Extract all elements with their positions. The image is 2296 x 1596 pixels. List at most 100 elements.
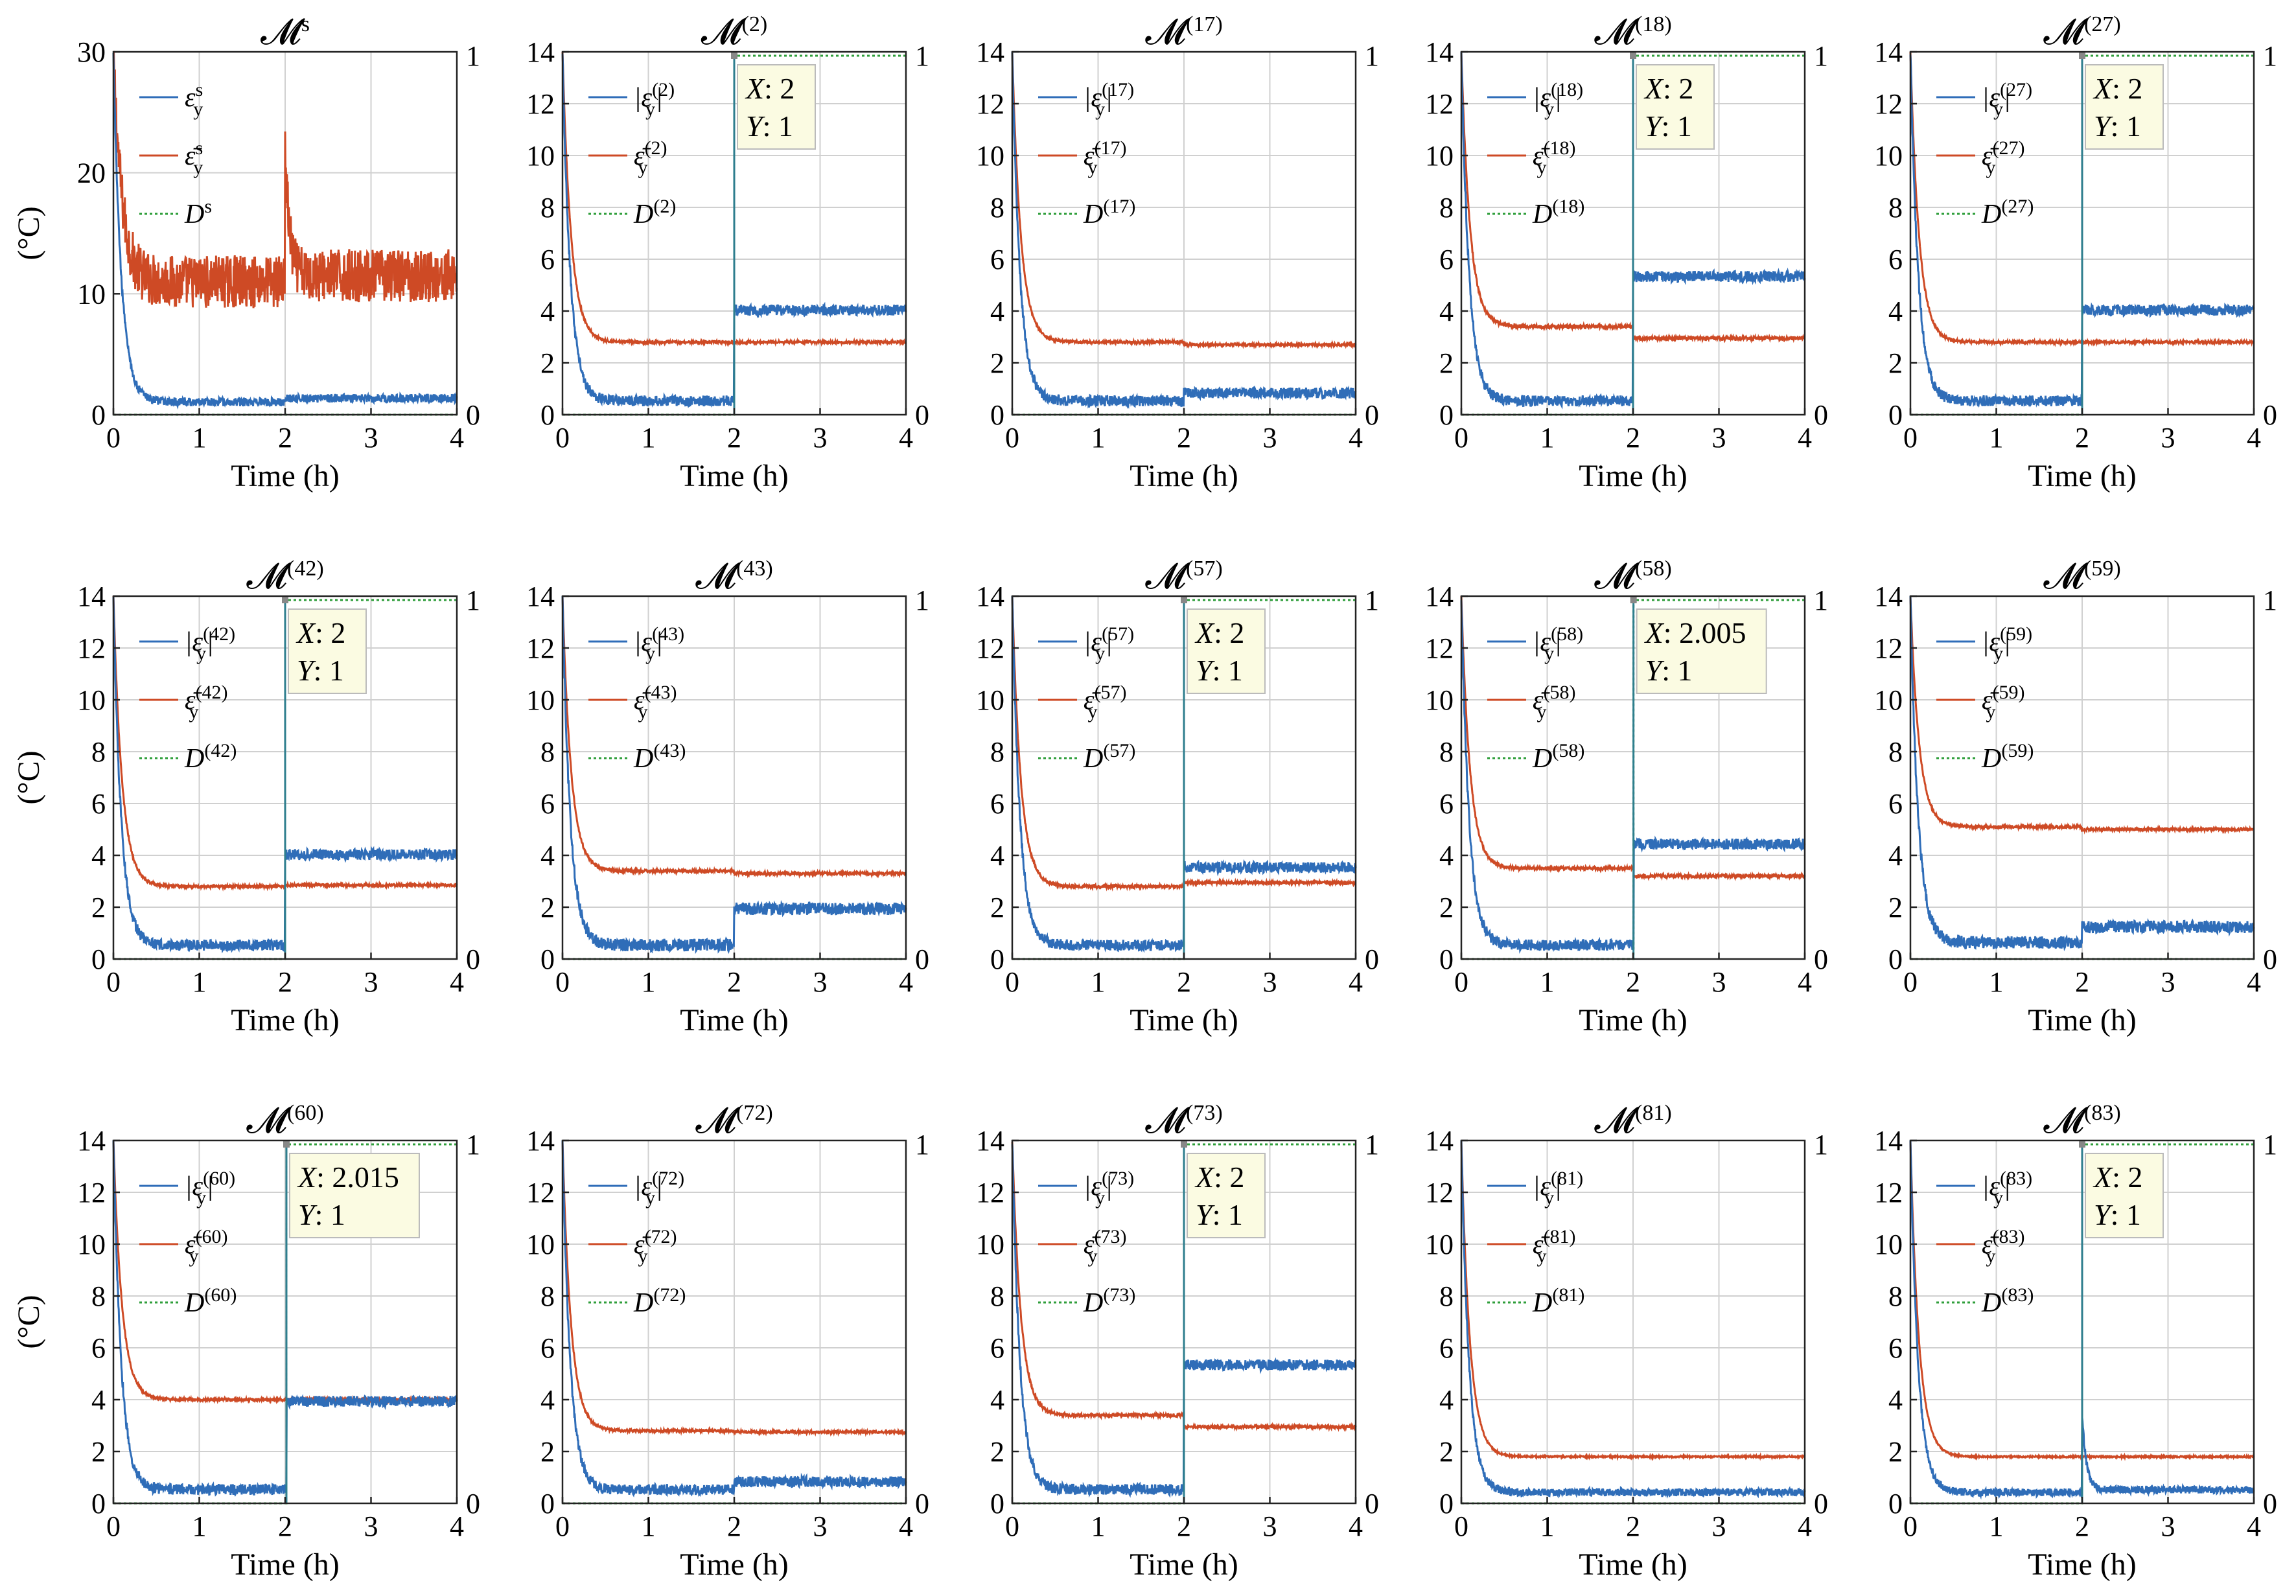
x-axis-label: Time (h) (2028, 1547, 2137, 1582)
datatip-x: X: 2.015 (297, 1161, 399, 1194)
y-tick-label: 10 (976, 684, 1004, 716)
y-tick-label: 14 (976, 581, 1004, 612)
y-tick-label: 20 (77, 157, 106, 189)
panel-title-main: 𝓜 (1594, 557, 1639, 597)
datatip-marker (1630, 597, 1637, 603)
y-tick-label: 8 (1888, 736, 1903, 768)
y-tick-label: 10 (1874, 684, 1903, 716)
legend-label: D(17) (1083, 196, 1135, 229)
y-tick-label: 0 (990, 943, 1004, 975)
x-axis-label: Time (h) (1130, 1547, 1238, 1582)
y-axis-label: (°C) (12, 1295, 46, 1348)
x-tick-label: 3 (1263, 966, 1277, 998)
datatip-y: Y: 1 (298, 1198, 345, 1231)
x-tick-label: 4 (899, 966, 913, 998)
datatip-y: Y: 1 (1196, 654, 1243, 687)
y2-tick-label: 1 (1814, 584, 1828, 616)
x-tick-label: 0 (106, 966, 121, 998)
x-axis-label: Time (h) (680, 459, 789, 493)
y-tick-label: 8 (540, 736, 555, 768)
legend-label: |ε(81) y| (1533, 1168, 1583, 1209)
y-tick-label: 6 (540, 1332, 555, 1364)
y-tick-label: 2 (1439, 1436, 1454, 1468)
x-tick-label: 3 (813, 966, 828, 998)
datatip-box (1187, 1153, 1266, 1238)
datatip-marker (1630, 52, 1636, 59)
y-tick-label: 14 (77, 1125, 106, 1157)
x-tick-label: 3 (364, 422, 378, 454)
x-tick-label: 1 (192, 966, 207, 998)
y-tick-label: 2 (1439, 347, 1454, 379)
y-tick-label: 12 (526, 1177, 555, 1209)
y-tick-label: 6 (91, 1332, 106, 1364)
y-tick-label: 0 (91, 399, 106, 431)
y-tick-label: 12 (1874, 632, 1903, 664)
y2-tick-label: 0 (466, 399, 480, 431)
datatip-box (1636, 608, 1767, 694)
legend-label: ε̄(73) y (1084, 1226, 1127, 1267)
y-tick-label: 0 (1439, 399, 1454, 431)
series-error-line (1909, 596, 2255, 951)
panel-title-main: 𝓜 (2043, 1101, 2088, 1141)
x-tick-label: 1 (1091, 966, 1106, 998)
y-tick-label: 0 (91, 1488, 106, 1520)
x-tick-label: 4 (450, 1510, 464, 1542)
panel-title-main: 𝓜 (261, 12, 305, 52)
y-tick-label: 0 (1439, 943, 1454, 975)
x-tick-label: 0 (1903, 966, 1918, 998)
y-tick-label: 0 (540, 1488, 555, 1520)
y-tick-label: 14 (526, 581, 555, 612)
datatip-x: X: 2 (1643, 72, 1693, 105)
x-tick-label: 4 (1349, 422, 1363, 454)
y-tick-label: 10 (1425, 1229, 1454, 1260)
x-tick-label: 0 (1454, 1510, 1468, 1542)
y-tick-label: 14 (976, 1125, 1004, 1157)
x-tick-label: 0 (1005, 1510, 1019, 1542)
y-tick-label: 2 (1888, 347, 1903, 379)
y-tick-label: 10 (526, 140, 555, 172)
y-tick-label: 0 (540, 943, 555, 975)
y-tick-label: 2 (990, 892, 1004, 923)
datatip-y: Y: 1 (2094, 110, 2141, 143)
x-axis-label: Time (h) (2028, 1003, 2137, 1037)
x-tick-label: 2 (1626, 422, 1640, 454)
datatip-box (2085, 1153, 2164, 1238)
legend-label: D(83) (1981, 1284, 2034, 1318)
y-tick-label: 12 (1874, 88, 1903, 120)
legend-label: D(60) (184, 1284, 237, 1318)
x-axis-label: Time (h) (1579, 1547, 1687, 1582)
y2-tick-label: 1 (915, 1129, 929, 1161)
y-axis-label: (°C) (12, 206, 46, 260)
y-tick-label: 6 (1439, 1332, 1454, 1364)
y-tick-label: 12 (1425, 632, 1454, 664)
x-tick-label: 1 (1540, 422, 1555, 454)
x-axis-label: Time (h) (231, 1003, 340, 1037)
panel-title-sup: (18) (1635, 12, 1672, 36)
x-tick-label: 0 (555, 966, 570, 998)
legend-label: Ds (184, 196, 212, 229)
datatip-x: X: 2 (2093, 1161, 2142, 1194)
y-tick-label: 4 (540, 295, 555, 327)
y2-tick-label: 0 (1814, 1488, 1828, 1520)
y-tick-label: 2 (1888, 1436, 1903, 1468)
panel-title: 𝓜(2) (701, 12, 767, 52)
x-tick-label: 3 (1263, 1510, 1277, 1542)
y-tick-label: 0 (1888, 399, 1903, 431)
x-tick-label: 4 (1798, 966, 1812, 998)
y2-tick-label: 1 (1814, 1129, 1828, 1161)
series-error-line (1460, 1140, 1806, 1499)
panel-title-main: 𝓜 (2043, 557, 2088, 597)
legend-label: D(72) (633, 1284, 686, 1318)
datatip-y: Y: 1 (746, 110, 793, 143)
panel-title-sup: (60) (287, 1101, 324, 1125)
legend-label: |ε(43) y| (634, 623, 684, 664)
legend-label: D(81) (1532, 1284, 1584, 1318)
legend-label: |ε(57) y| (1084, 623, 1134, 664)
datatip-box (2085, 64, 2164, 150)
datatip-x: X: 2 (1194, 1161, 1244, 1194)
